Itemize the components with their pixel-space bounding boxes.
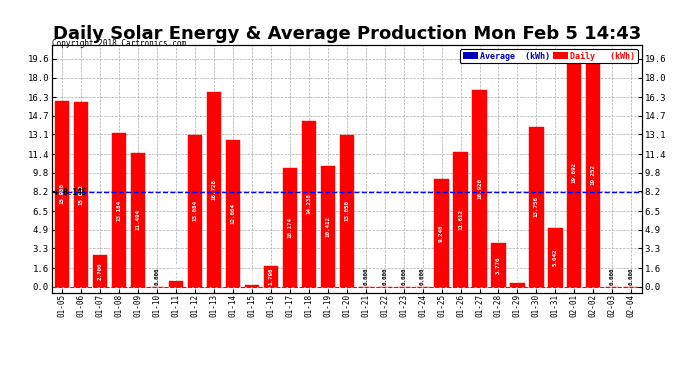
Bar [491, 243, 506, 287]
Legend: Average  (kWh), Daily   (kWh): Average (kWh), Daily (kWh) [460, 49, 638, 63]
Text: 13.184: 13.184 [117, 200, 121, 220]
Bar [567, 58, 582, 287]
Text: 14.238: 14.238 [306, 194, 311, 214]
Bar [264, 266, 278, 287]
Text: 19.692: 19.692 [572, 162, 577, 183]
Text: 0.000: 0.000 [155, 267, 159, 285]
Text: 13.084: 13.084 [193, 200, 197, 221]
Text: 10.412: 10.412 [325, 216, 331, 237]
Text: 12.664: 12.664 [230, 202, 235, 223]
Text: + 8.145: + 8.145 [54, 188, 86, 196]
Text: 2.700: 2.700 [97, 262, 103, 280]
Text: 9.240: 9.240 [439, 224, 444, 242]
Bar [93, 255, 107, 287]
Text: 0.450: 0.450 [173, 263, 179, 280]
Bar [207, 92, 221, 287]
Bar [511, 284, 524, 287]
Bar [453, 152, 468, 287]
Text: 10.174: 10.174 [287, 217, 293, 238]
Bar [169, 282, 183, 287]
Text: 11.612: 11.612 [458, 209, 463, 230]
Bar [226, 140, 240, 287]
Bar [549, 228, 562, 287]
Bar [188, 135, 202, 287]
Text: 0.000: 0.000 [401, 267, 406, 285]
Text: 15.912: 15.912 [79, 184, 83, 205]
Bar [283, 168, 297, 287]
Text: 5.042: 5.042 [553, 249, 558, 266]
Text: 0.000: 0.000 [363, 267, 368, 285]
Bar [302, 121, 316, 287]
Text: 13.756: 13.756 [534, 196, 539, 217]
Bar [339, 135, 354, 287]
Text: 15.980: 15.980 [59, 183, 65, 204]
Bar [131, 153, 145, 287]
Bar [74, 102, 88, 287]
Text: 16.920: 16.920 [477, 178, 482, 199]
Bar [112, 134, 126, 287]
Text: 0.000: 0.000 [382, 267, 387, 285]
Text: 0.154: 0.154 [249, 266, 255, 284]
Bar [321, 166, 335, 287]
Bar [55, 101, 69, 287]
Bar [435, 179, 448, 287]
Bar [245, 285, 259, 287]
Text: 16.728: 16.728 [211, 179, 217, 200]
Title: Daily Solar Energy & Average Production Mon Feb 5 14:43: Daily Solar Energy & Average Production … [52, 26, 641, 44]
Text: 1.796: 1.796 [268, 267, 273, 285]
Text: 3.776: 3.776 [496, 256, 501, 273]
Bar [529, 127, 544, 287]
Text: 0.000: 0.000 [610, 267, 615, 285]
Text: 11.494: 11.494 [135, 209, 141, 230]
Text: 19.252: 19.252 [591, 164, 596, 185]
Bar [586, 63, 600, 287]
Text: Copyright 2018 Cartronics.com: Copyright 2018 Cartronics.com [52, 39, 186, 48]
Text: 0.000: 0.000 [420, 267, 425, 285]
Text: 0.276: 0.276 [515, 265, 520, 282]
Text: 0.000: 0.000 [629, 267, 634, 285]
Text: 13.050: 13.050 [344, 200, 349, 221]
Bar [473, 90, 486, 287]
